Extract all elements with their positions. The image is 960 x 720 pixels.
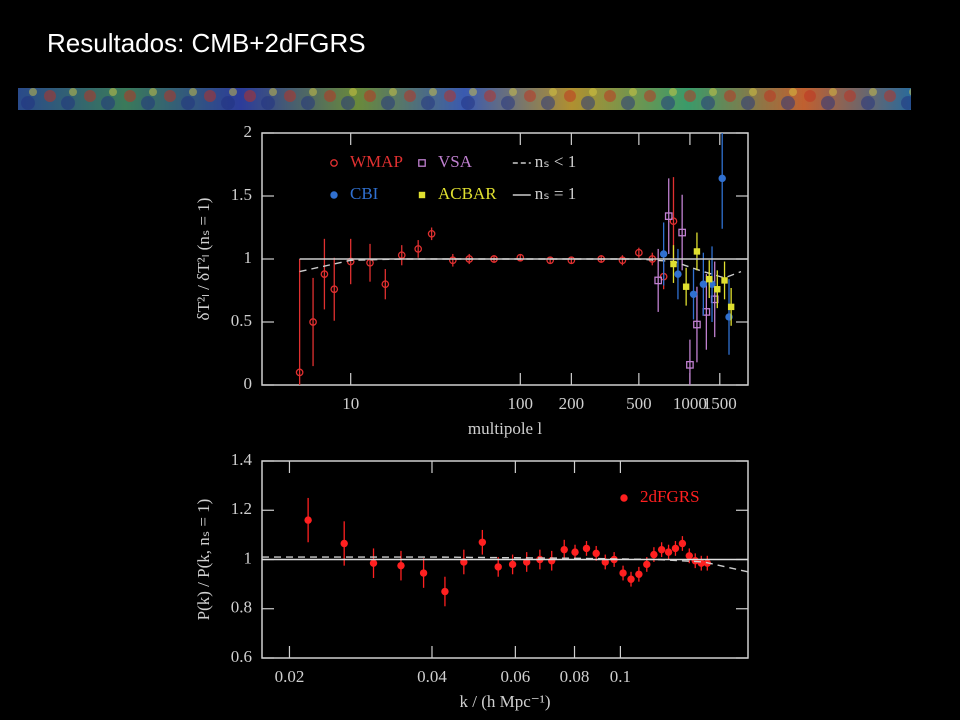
data-point (448, 256, 457, 265)
data-point (669, 217, 678, 226)
y-tick-label: 1.5 (231, 185, 252, 204)
slide-title: Resultados: CMB+2dFGRS (47, 28, 366, 58)
data-point (671, 544, 680, 553)
x-tick-label: 10 (342, 394, 359, 413)
data-point (650, 550, 658, 559)
data-point (686, 360, 694, 369)
x-tick-label: 100 (508, 394, 534, 413)
data-point (441, 587, 449, 596)
data-point (699, 280, 708, 288)
legend-swatch (418, 159, 426, 167)
legend-label: VSA (438, 152, 473, 171)
data-point (643, 560, 651, 569)
y-tick-label: 0 (244, 374, 253, 393)
data-point (397, 561, 405, 570)
plot-area (262, 497, 748, 607)
data-point (659, 250, 668, 258)
legend-swatch (330, 159, 338, 167)
x-tick-label: 0.08 (560, 667, 590, 686)
y-axis-label: δT²ₗ / δT²ₗ (nₛ = 1) (194, 198, 213, 321)
data-point (330, 285, 339, 294)
data-point (664, 548, 673, 556)
data-point (678, 539, 687, 548)
y-tick-label: 0.5 (231, 311, 252, 330)
data-point (309, 318, 317, 326)
data-point (582, 544, 591, 553)
data-point (478, 538, 487, 546)
y-tick-label: 1 (244, 248, 253, 267)
data-point (618, 256, 627, 265)
data-point (546, 256, 555, 265)
data-point (721, 277, 728, 284)
data-point (427, 229, 436, 238)
x-tick-label: 0.06 (500, 667, 530, 686)
data-point (689, 290, 698, 298)
data-point (718, 174, 726, 183)
data-point (414, 245, 423, 253)
y-tick-label: 1.4 (231, 450, 253, 469)
legend-label: nₛ = 1 (535, 184, 576, 203)
data-point (627, 575, 635, 583)
chart-1: 0.6 0.8 1 1.2 1.4 0.02 0.04 0.06 0.08 0.1 k / (h M… (194, 450, 749, 711)
legend-swatch (330, 191, 338, 199)
data-point (693, 248, 701, 255)
legend-swatch (418, 191, 426, 199)
data-point (706, 275, 713, 283)
data-point (567, 256, 576, 265)
x-tick-label: 500 (626, 394, 652, 413)
plot-area (295, 133, 748, 385)
data-point (727, 303, 735, 311)
data-point (657, 545, 666, 554)
data-point (516, 253, 525, 262)
data-point (678, 228, 687, 237)
x-tick-label: 0.04 (417, 667, 447, 686)
legend-label: 2dFGRS (640, 487, 700, 506)
x-tick-label: 0.1 (610, 667, 631, 686)
y-tick-label: 0.8 (231, 598, 252, 617)
x-tick-label: 1000 (673, 394, 707, 413)
legend-label: CBI (350, 184, 379, 203)
data-point (571, 548, 579, 556)
data-point (664, 212, 673, 221)
data-point (670, 260, 677, 268)
data-point (295, 368, 304, 377)
x-tick-label: 200 (559, 394, 585, 413)
data-point (619, 569, 627, 577)
data-point (381, 280, 390, 289)
data-point (682, 283, 690, 290)
data-point (419, 569, 428, 577)
data-point (592, 549, 600, 558)
y-tick-label: 1.2 (231, 499, 252, 518)
data-point (635, 248, 643, 257)
data-point (654, 276, 663, 285)
legend-label: ACBAR (438, 184, 497, 203)
data-point (508, 560, 517, 569)
data-point (685, 552, 693, 560)
x-tick-label: 0.02 (275, 667, 305, 686)
data-point (560, 545, 568, 554)
legend-swatch (620, 494, 628, 502)
data-point (714, 286, 721, 293)
legend-label: nₛ < 1 (535, 152, 576, 171)
data-point (494, 563, 502, 571)
data-point (340, 539, 348, 548)
data-point (693, 320, 701, 329)
data-point (674, 270, 682, 278)
x-tick-label: 1500 (703, 394, 737, 413)
cmb-map-texture (18, 88, 911, 110)
y-tick-label: 2 (244, 122, 253, 141)
x-axis-label: k / (h Mpc⁻¹) (459, 692, 550, 711)
legend-label: WMAP (350, 152, 403, 171)
x-axis-label: multipole l (468, 419, 542, 438)
data-point (635, 570, 643, 578)
y-tick-label: 1 (244, 548, 253, 567)
data-point (369, 559, 378, 567)
data-point (304, 516, 312, 524)
data-point (320, 270, 329, 278)
y-tick-label: 0.6 (231, 647, 252, 666)
y-axis-label: P(k) / P(k, nₛ = 1) (194, 499, 213, 621)
